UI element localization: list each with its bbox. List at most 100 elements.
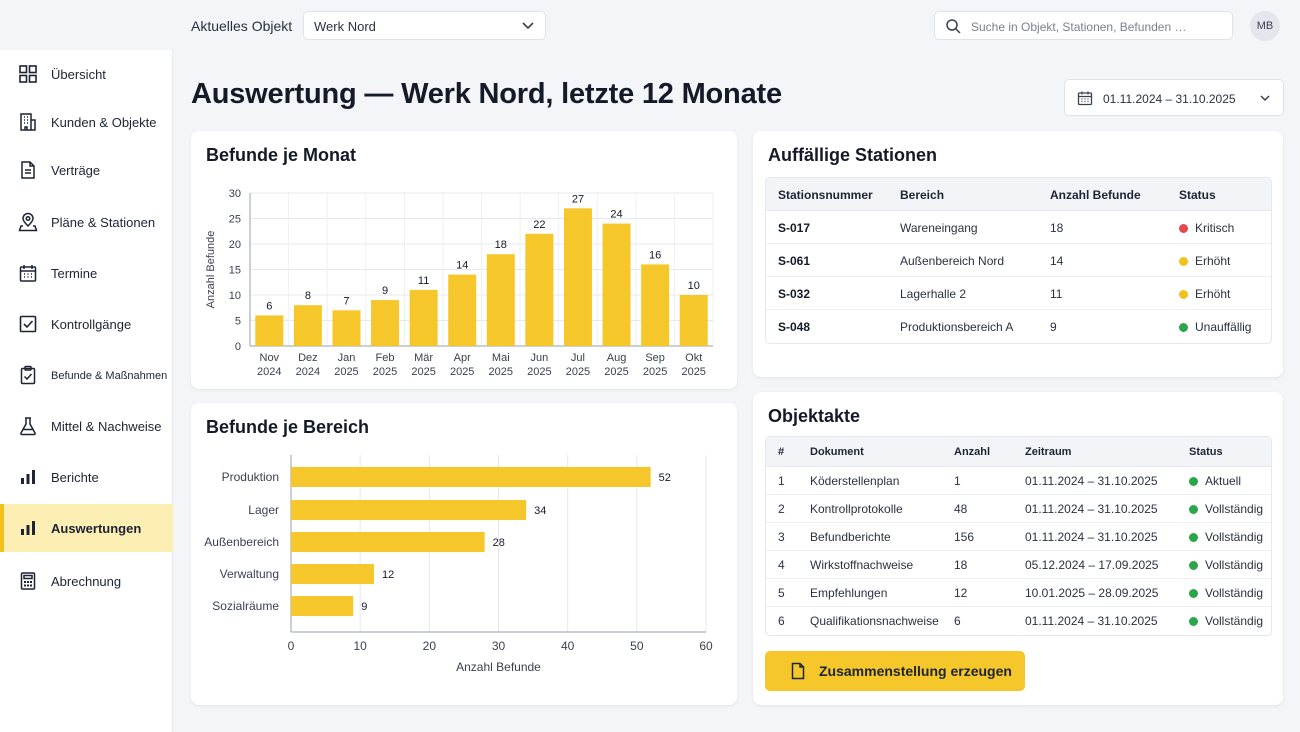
bar xyxy=(291,532,485,552)
status-text: Unauffällig xyxy=(1195,320,1252,334)
x-tick-label: Mai xyxy=(492,352,510,364)
status-badge: Vollständig xyxy=(1189,530,1263,544)
y-axis-label: Anzahl Befunde xyxy=(205,231,217,309)
table-row[interactable]: S-017 Wareneingang 18 Kritisch xyxy=(766,211,1271,244)
station-area: Wareneingang xyxy=(900,221,978,235)
y-tick-label: Sozialräume xyxy=(212,599,279,613)
card-title: Befunde je Bereich xyxy=(206,417,370,437)
table-row[interactable]: 6 Qualifikationsnachweise 6 01.11.2024 – 31… xyxy=(766,607,1271,635)
status-text: Aktuell xyxy=(1205,474,1242,488)
x-tick-label: 2025 xyxy=(604,366,628,378)
x-tick-label: 20 xyxy=(423,639,437,653)
sidebar-item-plaene[interactable]: Pläne & Stationen xyxy=(0,198,173,246)
column-header: Bereich xyxy=(900,188,945,202)
x-tick-label: Sep xyxy=(645,352,665,364)
sidebar-item-abrechnung[interactable]: Abrechnung xyxy=(0,557,173,605)
data-label: 9 xyxy=(382,285,388,297)
status-dot xyxy=(1179,257,1188,266)
sidebar-item-label: Berichte xyxy=(51,470,99,485)
data-label: 12 xyxy=(382,569,394,581)
sidebar-item-auswertungen[interactable]: Auswertungen xyxy=(0,504,173,552)
document-count: 156 xyxy=(954,530,975,544)
sidebar-item-kunden[interactable]: Kunden & Objekte xyxy=(0,98,173,146)
bar-chart-icon xyxy=(21,470,35,484)
search-input[interactable]: Suche in Objekt, Stationen, Befunden … xyxy=(934,11,1233,40)
stations-card: Auffällige Stationen Stationsnummer Bere… xyxy=(753,131,1283,377)
checkbox-icon xyxy=(19,315,37,333)
row-number: 5 xyxy=(778,586,785,600)
x-tick-label: 30 xyxy=(492,639,506,653)
bar xyxy=(409,289,438,346)
x-tick-label: 2024 xyxy=(296,366,320,378)
table-row[interactable]: 2 Kontrollprotokolle 48 01.11.2024 – 31.10.… xyxy=(766,495,1271,523)
x-tick-label: Nov xyxy=(260,352,280,364)
x-tick-label: Mär xyxy=(414,352,433,364)
generate-compilation-button[interactable]: Zusammenstellung erzeugen xyxy=(765,651,1025,691)
bar xyxy=(525,233,554,346)
bar-chart-icon xyxy=(21,521,35,535)
data-label: 8 xyxy=(305,290,311,302)
bar xyxy=(563,208,592,346)
sidebar: Übersicht Kunden & Objekte Verträge Plän… xyxy=(0,50,173,732)
table-row[interactable]: 5 Empfehlungen 12 10.01.2025 – 28.09.2025 Vo… xyxy=(766,579,1271,607)
column-header: Dokument xyxy=(810,446,864,458)
status-badge: Erhöht xyxy=(1179,254,1230,268)
map-pin-icon xyxy=(18,212,38,232)
search-placeholder: Suche in Objekt, Stationen, Befunden … xyxy=(971,20,1187,34)
bar xyxy=(332,310,361,346)
column-header: # xyxy=(778,446,785,458)
row-number: 4 xyxy=(778,558,785,572)
sidebar-item-mittel[interactable]: Mittel & Nachweise xyxy=(0,402,173,450)
y-tick-label: 10 xyxy=(229,290,241,302)
column-header: Status xyxy=(1179,188,1216,202)
sidebar-item-termine[interactable]: Termine xyxy=(0,249,173,297)
sidebar-item-uebersicht[interactable]: Übersicht xyxy=(0,50,173,98)
document-period: 01.11.2024 – 31.10.2025 xyxy=(1025,530,1158,544)
search-icon xyxy=(946,19,961,34)
object-select[interactable]: Werk Nord xyxy=(303,11,546,40)
avatar[interactable]: MB xyxy=(1250,11,1280,41)
status-badge: Kritisch xyxy=(1179,221,1234,235)
calendar-icon xyxy=(1077,91,1093,106)
table-row[interactable]: 3 Befundberichte 156 01.11.2024 – 31.10.202… xyxy=(766,523,1271,551)
station-count: 11 xyxy=(1050,287,1063,301)
table-row[interactable]: S-061 Außenbereich Nord 14 Erhöht xyxy=(766,244,1271,277)
date-range-picker[interactable]: 01.11.2024 – 31.10.2025 xyxy=(1064,79,1284,116)
table-row[interactable]: 1 Köderstellenplan 1 01.11.2024 – 31.10.202… xyxy=(766,467,1271,495)
x-axis-label: Anzahl Befunde xyxy=(456,660,541,674)
x-tick-label: 2024 xyxy=(257,366,281,378)
status-badge: Vollständig xyxy=(1189,586,1263,600)
y-tick-label: 0 xyxy=(235,341,241,353)
document-icon xyxy=(21,161,35,179)
sidebar-item-kontrollgaenge[interactable]: Kontrollgänge xyxy=(0,300,173,348)
status-dot xyxy=(1189,561,1198,570)
document-name: Kontrollprotokolle xyxy=(810,502,903,516)
x-tick-label: 10 xyxy=(353,639,367,653)
x-tick-label: 60 xyxy=(699,639,713,653)
status-dot xyxy=(1189,477,1198,486)
sidebar-item-vertraege[interactable]: Verträge xyxy=(0,146,173,194)
data-label: 11 xyxy=(418,275,429,287)
status-dot xyxy=(1179,323,1188,332)
bar xyxy=(291,596,354,616)
chevron-down-icon xyxy=(522,22,534,30)
card-title: Befunde je Monat xyxy=(206,145,357,165)
x-tick-label: 2025 xyxy=(334,366,358,378)
bar xyxy=(641,264,670,346)
status-badge: Vollständig xyxy=(1189,558,1263,572)
object-select-value: Werk Nord xyxy=(314,19,376,34)
table-row[interactable]: S-048 Produktionsbereich A 9 Unauffällig xyxy=(766,310,1271,343)
sidebar-item-befunde[interactable]: Befunde & Maßnahmen xyxy=(0,351,173,399)
page-title: Auswertung — Werk Nord, letzte 12 Monate xyxy=(191,78,782,110)
table-row[interactable]: S-032 Lagerhalle 2 11 Erhöht xyxy=(766,277,1271,310)
date-range-value: 01.11.2024 – 31.10.2025 xyxy=(1103,92,1236,106)
sidebar-item-label: Pläne & Stationen xyxy=(51,215,156,230)
station-count: 14 xyxy=(1050,254,1064,268)
clipboard-icon xyxy=(20,365,36,385)
sidebar-item-berichte[interactable]: Berichte xyxy=(0,453,173,501)
sidebar-item-label: Übersicht xyxy=(51,67,106,82)
table-row[interactable]: 4 Wirkstoffnachweise 18 05.12.2024 – 17.09.… xyxy=(766,551,1271,579)
status-text: Vollständig xyxy=(1205,586,1264,600)
y-tick-label: 5 xyxy=(235,316,241,328)
chevron-down-icon xyxy=(1260,95,1270,102)
